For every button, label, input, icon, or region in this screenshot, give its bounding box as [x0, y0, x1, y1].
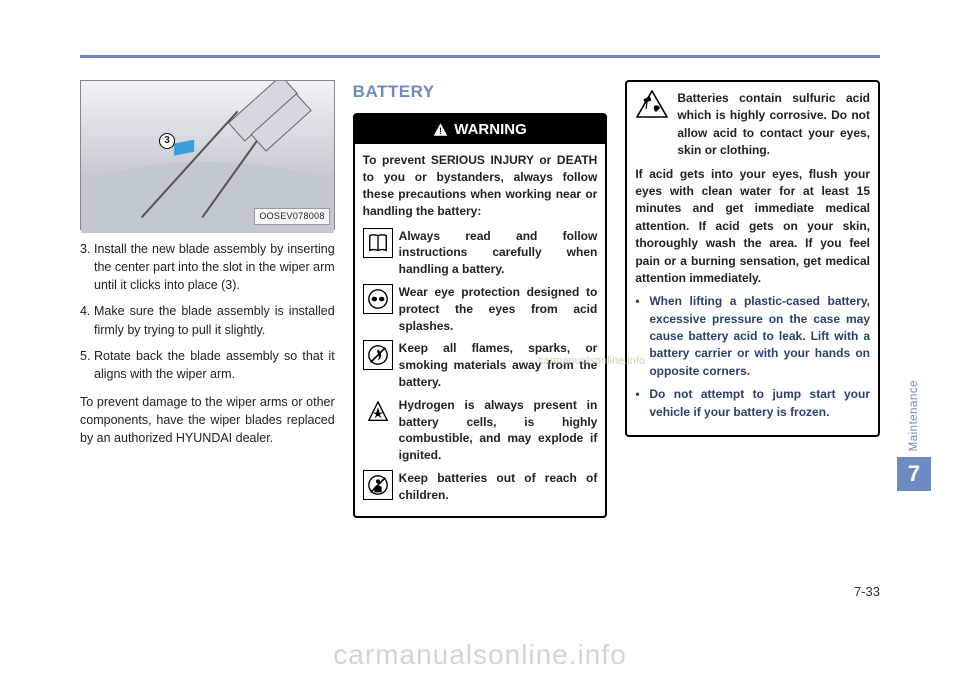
- warn-row-flame: Keep all flames, sparks, or smoking mate…: [363, 340, 598, 390]
- warn-text: Wear eye protection designed to protect …: [399, 284, 598, 334]
- corrosive-icon: [635, 90, 669, 120]
- footer-watermark: carmanualsonline.info: [0, 639, 960, 671]
- section-title-battery: BATTERY: [353, 80, 608, 105]
- warning-label-text: WARNING: [454, 119, 527, 141]
- step-text: Make sure the blade assembly is installe…: [94, 302, 335, 338]
- warn-text: Hydrogen is always present in battery ce…: [399, 397, 598, 464]
- no-flame-icon: [363, 340, 393, 370]
- column-2: BATTERY ! WARNING To prevent SERIOUS INJ…: [353, 80, 608, 518]
- page-number: 7-33: [854, 584, 880, 599]
- column-1: 3 OOSEV078008 3.Install the new blade as…: [80, 80, 335, 518]
- bullet-frozen: •Do not attempt to jump start your vehic…: [635, 386, 870, 421]
- acid-bullets: •When lifting a plastic-cased battery, e…: [635, 293, 870, 421]
- warning-header: ! WARNING: [355, 115, 606, 145]
- keep-away-children-icon: [363, 470, 393, 500]
- svg-text:!: !: [439, 126, 442, 136]
- figure-code-label: OOSEV078008: [254, 208, 329, 225]
- top-horizontal-rule: [80, 55, 880, 58]
- acid-paragraph: If acid gets into your eyes, flush your …: [635, 166, 870, 288]
- install-steps: 3.Install the new blade assembly by inse…: [80, 240, 335, 383]
- chapter-section-label: Maintenance: [908, 380, 920, 451]
- warning-triangle-icon: !: [433, 122, 448, 137]
- step-text: Install the new blade assembly by insert…: [94, 240, 335, 294]
- explosion-icon: [363, 397, 393, 427]
- warning-body: To prevent SERIOUS INJURY or DEATH to yo…: [355, 144, 606, 515]
- wiper-figure: 3 OOSEV078008: [80, 80, 335, 230]
- warn-row-explode: Hydrogen is always present in battery ce…: [363, 397, 598, 464]
- acid-header: Batteries contain sulfuric acid which is…: [635, 90, 870, 160]
- warning-lead: To prevent SERIOUS INJURY or DEATH to yo…: [363, 152, 598, 219]
- chapter-tab: Maintenance 7: [894, 380, 934, 491]
- acid-caution-box: Batteries contain sulfuric acid which is…: [625, 80, 880, 437]
- chapter-number: 7: [897, 457, 931, 491]
- step-number: 3.: [80, 240, 94, 294]
- column-3: Batteries contain sulfuric acid which is…: [625, 80, 880, 518]
- bullet-text: When lifting a plastic-cased battery, ex…: [649, 293, 870, 380]
- bullet-lift: •When lifting a plastic-cased battery, e…: [635, 293, 870, 380]
- warn-row-eye: Wear eye protection designed to protect …: [363, 284, 598, 334]
- dealer-note: To prevent damage to the wiper arms or o…: [80, 393, 335, 447]
- warning-box: ! WARNING To prevent SERIOUS INJURY or D…: [353, 113, 608, 518]
- bullet-text: Do not attempt to jump start your vehicl…: [649, 386, 870, 421]
- bullet-dot: •: [635, 293, 643, 380]
- step-3: 3.Install the new blade assembly by inse…: [80, 240, 335, 294]
- step-5: 5.Rotate back the blade assembly so that…: [80, 347, 335, 383]
- step-4: 4.Make sure the blade assembly is instal…: [80, 302, 335, 338]
- figure-callout-3: 3: [159, 133, 175, 149]
- bullet-dot: •: [635, 386, 643, 421]
- acid-lead: Batteries contain sulfuric acid which is…: [677, 90, 870, 160]
- step-number: 4.: [80, 302, 94, 338]
- warn-text: Keep all flames, sparks, or smoking mate…: [399, 340, 598, 390]
- step-text: Rotate back the blade assembly so that i…: [94, 347, 335, 383]
- manual-icon: [363, 228, 393, 258]
- page-content: 3 OOSEV078008 3.Install the new blade as…: [80, 80, 880, 518]
- step-number: 5.: [80, 347, 94, 383]
- warn-row-children: Keep batteries out of reach of children.: [363, 470, 598, 504]
- eye-protection-icon: [363, 284, 393, 314]
- warn-row-read: Always read and follow instructions care…: [363, 228, 598, 278]
- warn-text: Keep batteries out of reach of children.: [399, 470, 598, 504]
- warn-text: Always read and follow instructions care…: [399, 228, 598, 278]
